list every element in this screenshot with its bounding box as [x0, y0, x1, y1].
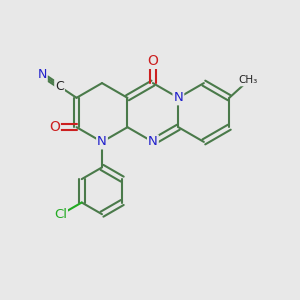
Text: N: N	[173, 91, 183, 104]
Text: C: C	[55, 80, 64, 93]
Text: O: O	[148, 54, 158, 68]
Text: CH₃: CH₃	[239, 75, 258, 85]
Text: N: N	[148, 135, 158, 148]
Text: Cl: Cl	[54, 208, 67, 221]
Text: N: N	[97, 135, 107, 148]
Text: O: O	[49, 120, 60, 134]
Text: N: N	[38, 68, 47, 81]
